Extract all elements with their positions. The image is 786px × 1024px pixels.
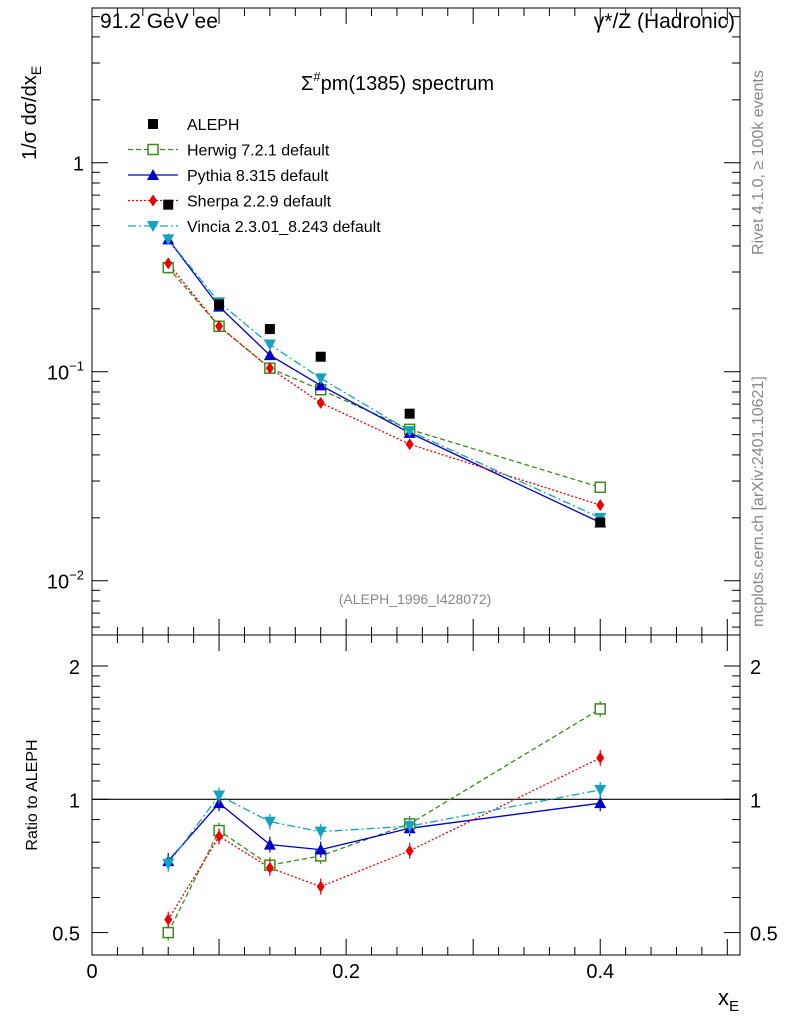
main-point-pythia — [263, 349, 276, 361]
legend-marker-aleph — [148, 119, 158, 129]
x-tick-label: 0 — [86, 961, 97, 983]
x-axis-label: xE — [718, 985, 739, 1015]
energy-label: 91.2 GeV ee — [100, 10, 218, 33]
legend-entry-aleph: ALEPH — [148, 117, 239, 134]
ratio-point-vincia — [594, 784, 607, 796]
ratio-y-tick-label-left: 2 — [69, 657, 80, 679]
ratio-point-sherpa — [316, 880, 325, 893]
main-point-vincia — [263, 339, 276, 351]
main-point-sherpa — [316, 396, 325, 409]
ratio-y-tick-label-right: 1 — [750, 790, 761, 812]
ratio-point-sherpa — [405, 844, 414, 857]
ratio-series-line-pythia — [167, 802, 601, 862]
legend-marker-vincia — [147, 221, 159, 232]
legend-entry-herwig: Herwig 7.2.1 default — [128, 143, 330, 160]
main-y-label-text: 1/σ dσ/dx — [19, 75, 41, 160]
ratio-point-pythia — [594, 797, 607, 809]
main-series-line-vincia — [167, 238, 601, 519]
main-point-herwig — [594, 481, 606, 494]
title-symbol: Σ — [301, 73, 313, 95]
ratio-y-tick-label-right: 2 — [750, 657, 761, 679]
ratio-series-line-vincia — [167, 789, 601, 865]
ratio-y-axis-label: Ratio to ALEPH — [24, 739, 41, 850]
x-label-text: x — [718, 985, 729, 1010]
legend-marker-pythia — [147, 169, 159, 180]
main-point-aleph — [315, 351, 326, 362]
main-point-vincia — [314, 373, 327, 385]
ratio-point-sherpa — [215, 830, 224, 843]
ratio-point-vincia — [162, 858, 175, 870]
legend-marker-sherpa — [149, 194, 157, 207]
ratio-point-vincia — [314, 826, 327, 838]
main-point-aleph — [404, 408, 415, 419]
main-point-aleph — [595, 517, 606, 528]
main-series-line-herwig — [167, 267, 601, 488]
ratio-point-herwig — [594, 703, 606, 715]
ratio-point-pythia — [314, 843, 327, 855]
legend-label-aleph: ALEPH — [187, 117, 239, 134]
main-series-line-pythia — [167, 238, 601, 524]
svg-text:1/σ dσ/dxE: 1/σ dσ/dxE — [19, 66, 44, 160]
main-y-label-sub: E — [28, 66, 44, 75]
ratio-point-vincia — [263, 816, 276, 828]
main-point-aleph — [163, 199, 174, 210]
main-y-tick-label: 1 — [73, 154, 84, 176]
main-y-tick-label: 10−2 — [47, 568, 84, 594]
ratio-y-tick-label-right: 0.5 — [750, 924, 778, 946]
chart-title: Σ#pm(1385) spectrum — [301, 69, 494, 95]
ratio-point-vincia — [403, 821, 416, 833]
legend-entry-sherpa: Sherpa 2.2.9 default — [128, 194, 332, 211]
legend-label-vincia: Vincia 2.3.01_8.243 default — [187, 219, 381, 236]
ratio-series-line-herwig — [167, 708, 601, 933]
main-y-tick-label: 10−1 — [47, 359, 84, 385]
main-point-aleph — [214, 299, 225, 310]
main-y-axis-label: 1/σ dσ/dxE — [19, 66, 44, 160]
title-superscript: # — [313, 69, 321, 84]
ratio-point-sherpa — [596, 751, 605, 764]
main-point-sherpa — [164, 257, 173, 270]
main-point-aleph — [264, 324, 275, 335]
main-plot-frame — [91, 7, 741, 636]
ratio-point-sherpa — [164, 913, 173, 926]
main-point-sherpa — [596, 499, 605, 512]
legend-marker-herwig — [147, 143, 159, 156]
legend-entry-pythia: Pythia 8.315 default — [128, 168, 329, 185]
main-point-sherpa — [265, 362, 274, 375]
legend: ALEPH Herwig 7.2.1 default Pythia 8.315 de… — [128, 117, 381, 236]
main-point-vincia — [403, 426, 416, 438]
main-point-sherpa — [215, 320, 224, 333]
main-point-vincia — [162, 234, 175, 246]
legend-label-pythia: Pythia 8.315 default — [187, 168, 329, 185]
ratio-series-line-sherpa — [167, 757, 601, 920]
ratio-series-group — [162, 700, 607, 941]
main-point-pythia — [314, 379, 327, 391]
ratio-point-vincia — [213, 790, 226, 802]
x-label-sub: E — [729, 998, 739, 1015]
x-axis-ticks: 0 0.2 0.4 — [86, 8, 728, 983]
main-axis-ticks: 10−2 10−1 1 — [47, 16, 740, 628]
legend-label-herwig: Herwig 7.2.1 default — [187, 143, 330, 160]
main-point-sherpa — [405, 438, 414, 451]
ratio-point-sherpa — [265, 861, 274, 874]
main-series-line-sherpa — [167, 262, 601, 506]
ratio-y-tick-label-left: 0.5 — [52, 924, 80, 946]
analysis-tag: (ALEPH_1996_I428072) — [339, 591, 492, 607]
ratio-point-pythia — [263, 838, 276, 850]
main-series-group — [162, 199, 607, 528]
ratio-plot-frame — [91, 634, 741, 956]
legend-label-sherpa: Sherpa 2.2.9 default — [187, 194, 332, 211]
x-tick-label: 0.2 — [332, 961, 360, 983]
x-tick-label: 0.4 — [586, 961, 614, 983]
title-rest: pm(1385) spectrum — [321, 73, 494, 95]
mcplots-label: mcplots.cern.ch [arXiv:2401.10621] — [750, 376, 767, 627]
ratio-y-tick-label-left: 1 — [69, 790, 80, 812]
legend-entry-vincia: Vincia 2.3.01_8.243 default — [128, 219, 381, 236]
ratio-axis-ticks: 0.5 0.5 1 1 2 2 — [52, 657, 778, 946]
rivet-label: Rivet 4.1.0, ≥ 100k events — [750, 70, 767, 255]
ratio-point-herwig — [162, 926, 174, 939]
process-label: γ*/Z (Hadronic) — [594, 10, 735, 33]
